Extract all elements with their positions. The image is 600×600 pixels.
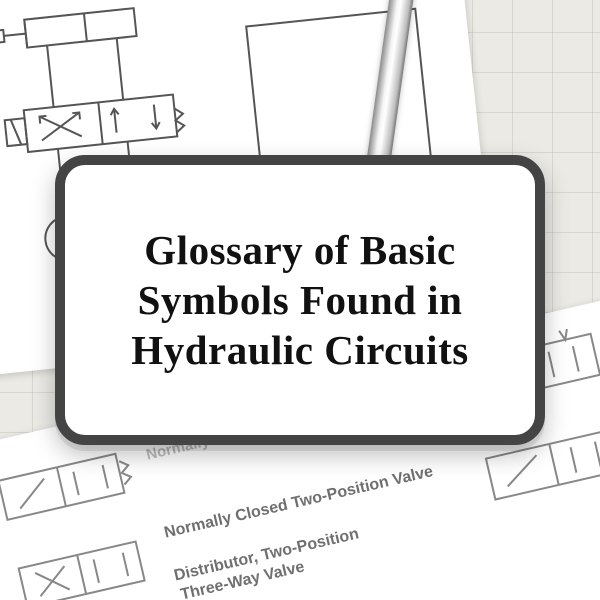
page-title: Glossary of Basic Symbols Found in Hydra… [87, 225, 513, 375]
title-card: Glossary of Basic Symbols Found in Hydra… [55, 155, 545, 445]
